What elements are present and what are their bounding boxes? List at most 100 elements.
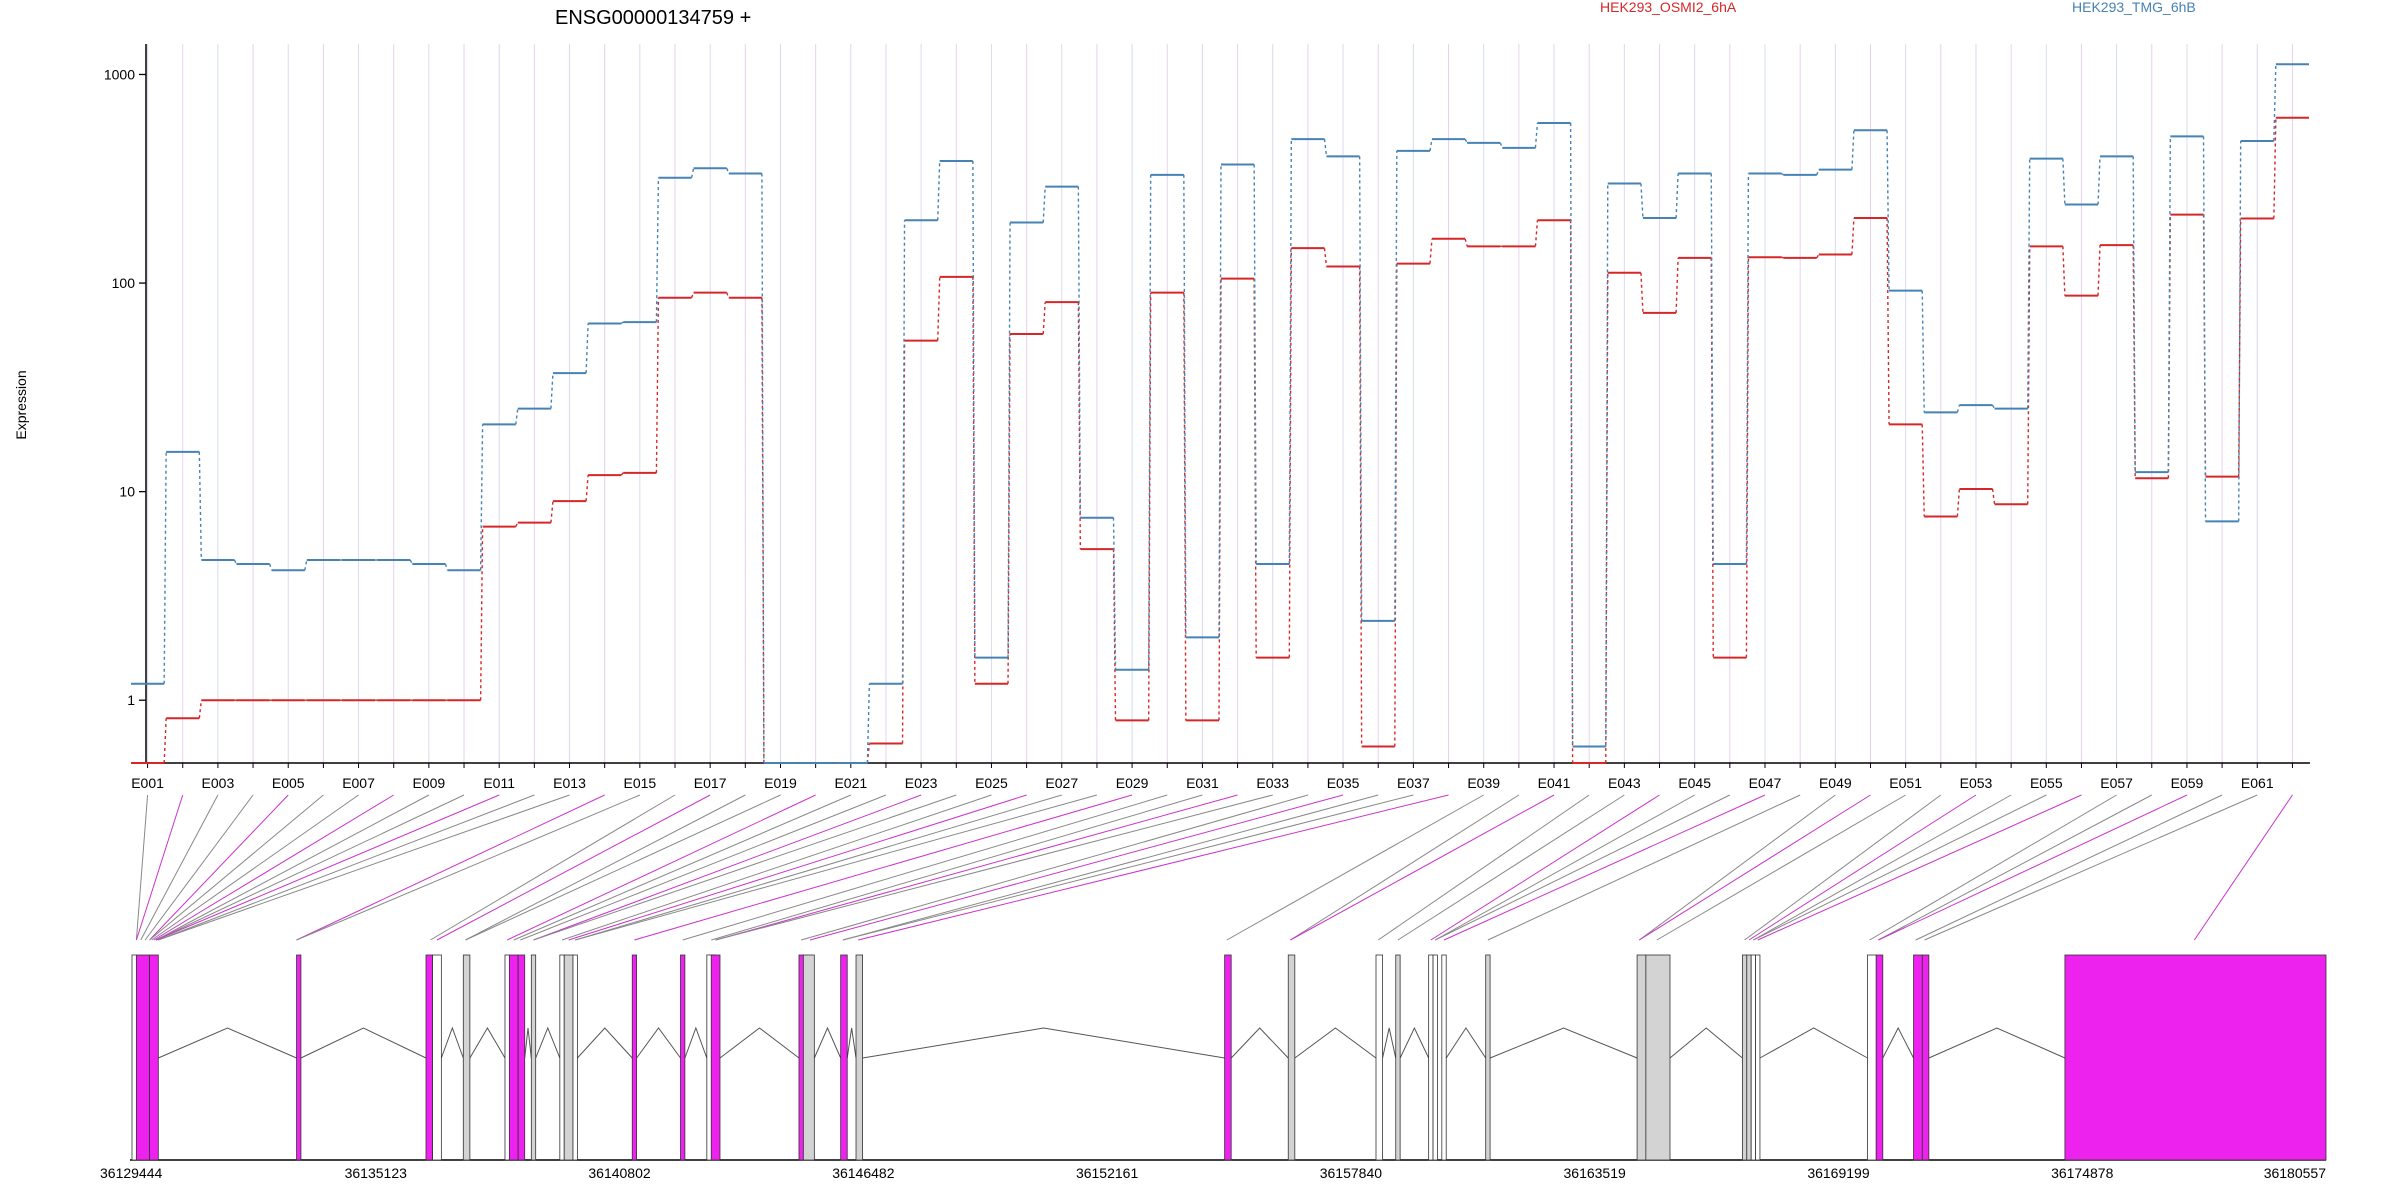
genome-coordinate-label: 36163519: [1564, 1165, 1627, 1181]
x-tick-label: E023: [905, 775, 938, 791]
data-connector: [1745, 257, 1750, 658]
exon-connector: [158, 794, 535, 941]
data-connector: [901, 220, 906, 684]
data-connector: [1112, 549, 1117, 721]
exon-connector: [520, 794, 887, 941]
data-connector: [690, 168, 695, 178]
x-tick-label: E057: [2100, 775, 2133, 791]
exon-box: [1485, 954, 1491, 1161]
exon-connector: [465, 794, 781, 941]
intron: [1399, 1026, 1430, 1059]
data-connector: [2027, 246, 2031, 505]
data-connector: [479, 526, 484, 701]
data-connector: [1007, 333, 1011, 684]
data-connector: [1991, 404, 1996, 409]
x-tick-label: E061: [2241, 775, 2274, 791]
exon-connector: [1290, 794, 1520, 941]
exon-box: [517, 954, 526, 1161]
exon-connector: [155, 794, 465, 941]
exon-connector: [575, 794, 1098, 941]
genome-coordinate-label: 36180557: [2264, 1165, 2327, 1181]
data-connector: [1147, 292, 1152, 721]
exon-box: [296, 954, 302, 1161]
data-connector: [1077, 302, 1082, 550]
intron: [1759, 1027, 1868, 1059]
data-connector: [690, 292, 695, 299]
data-connector: [2062, 246, 2066, 296]
intron: [524, 1027, 532, 1059]
exon-connector: [1290, 794, 1555, 941]
data-connector: [1605, 183, 1609, 747]
genome-coordinate-label: 36157840: [1320, 1165, 1383, 1181]
chart-title: ENSG00000134759 +: [555, 7, 751, 29]
exon-box: [1636, 954, 1647, 1161]
data-connector: [1956, 488, 1961, 517]
data-connector: [1991, 488, 1996, 505]
exon-connector: [682, 794, 1168, 941]
exon-connector: [1639, 794, 1871, 941]
data-connector: [2062, 158, 2066, 205]
intron: [684, 1026, 708, 1059]
data-connector: [233, 559, 238, 565]
data-connector: [972, 276, 976, 684]
exon-box: [1867, 954, 1877, 1161]
x-tick-label: E003: [202, 775, 235, 791]
exon-box: [710, 954, 721, 1161]
data-connector: [1675, 173, 1679, 219]
exon-connector: [149, 794, 324, 941]
intron: [1489, 1027, 1638, 1059]
legend-label-series-1: HEK293_OSMI2_6hA: [1600, 0, 1737, 15]
legend-label-series-2: HEK293_TMG_6hB: [2072, 0, 2196, 15]
x-tick-label: E041: [1538, 775, 1571, 791]
exon-connector: [1435, 794, 1731, 941]
data-connector: [1042, 186, 1046, 223]
exon-connector: [155, 794, 430, 941]
exon-connector: [151, 794, 359, 941]
exon-box: [563, 954, 574, 1161]
exon-box: [1432, 954, 1438, 1161]
x-tick-label: E017: [694, 775, 727, 791]
exon-box: [1921, 954, 1930, 1161]
intron: [469, 1027, 506, 1059]
intron: [158, 1027, 297, 1059]
exon-box: [680, 954, 686, 1161]
x-tick-label: E049: [1819, 775, 1852, 791]
data-connector: [1534, 122, 1539, 148]
data-connector: [937, 276, 941, 341]
exon-connector: [135, 794, 184, 941]
exon-connector: [711, 794, 1203, 941]
data-connector: [198, 451, 203, 561]
exon-box: [1755, 954, 1761, 1161]
data-connector: [1429, 138, 1433, 152]
exon-connector: [1878, 794, 2153, 941]
genome-coordinate-label: 36152161: [1076, 1165, 1139, 1181]
exon-connector: [430, 794, 676, 941]
y-tick-label: 100: [112, 275, 136, 291]
x-tick-label: E055: [2030, 775, 2063, 791]
exon-box: [1287, 954, 1296, 1161]
exon-connector: [144, 794, 254, 941]
x-tick-label: E051: [1889, 775, 1922, 791]
x-tick-label: E031: [1186, 775, 1219, 791]
x-tick-label: E043: [1608, 775, 1641, 791]
data-connector: [620, 472, 624, 476]
exon-connector: [1878, 794, 2188, 941]
exon-box: [855, 954, 864, 1161]
exon-connector: [1226, 794, 1484, 941]
exon-connector: [533, 794, 957, 941]
data-connector: [1816, 254, 1820, 259]
data-connector: [1042, 302, 1046, 335]
exon-box: [508, 954, 519, 1161]
exon-connector: [1753, 794, 2012, 941]
intron: [1882, 1026, 1914, 1059]
exon-connector: [801, 794, 1309, 941]
exon-connector: [1744, 794, 1942, 941]
exon-box: [572, 954, 578, 1161]
data-connector: [1077, 186, 1082, 518]
intron: [1928, 1027, 2066, 1059]
exon-box: [462, 954, 471, 1161]
exon-box: [1428, 954, 1434, 1161]
data-connector: [1781, 256, 1784, 259]
exon-box: [1375, 954, 1383, 1161]
exon-box: [1645, 954, 1671, 1161]
